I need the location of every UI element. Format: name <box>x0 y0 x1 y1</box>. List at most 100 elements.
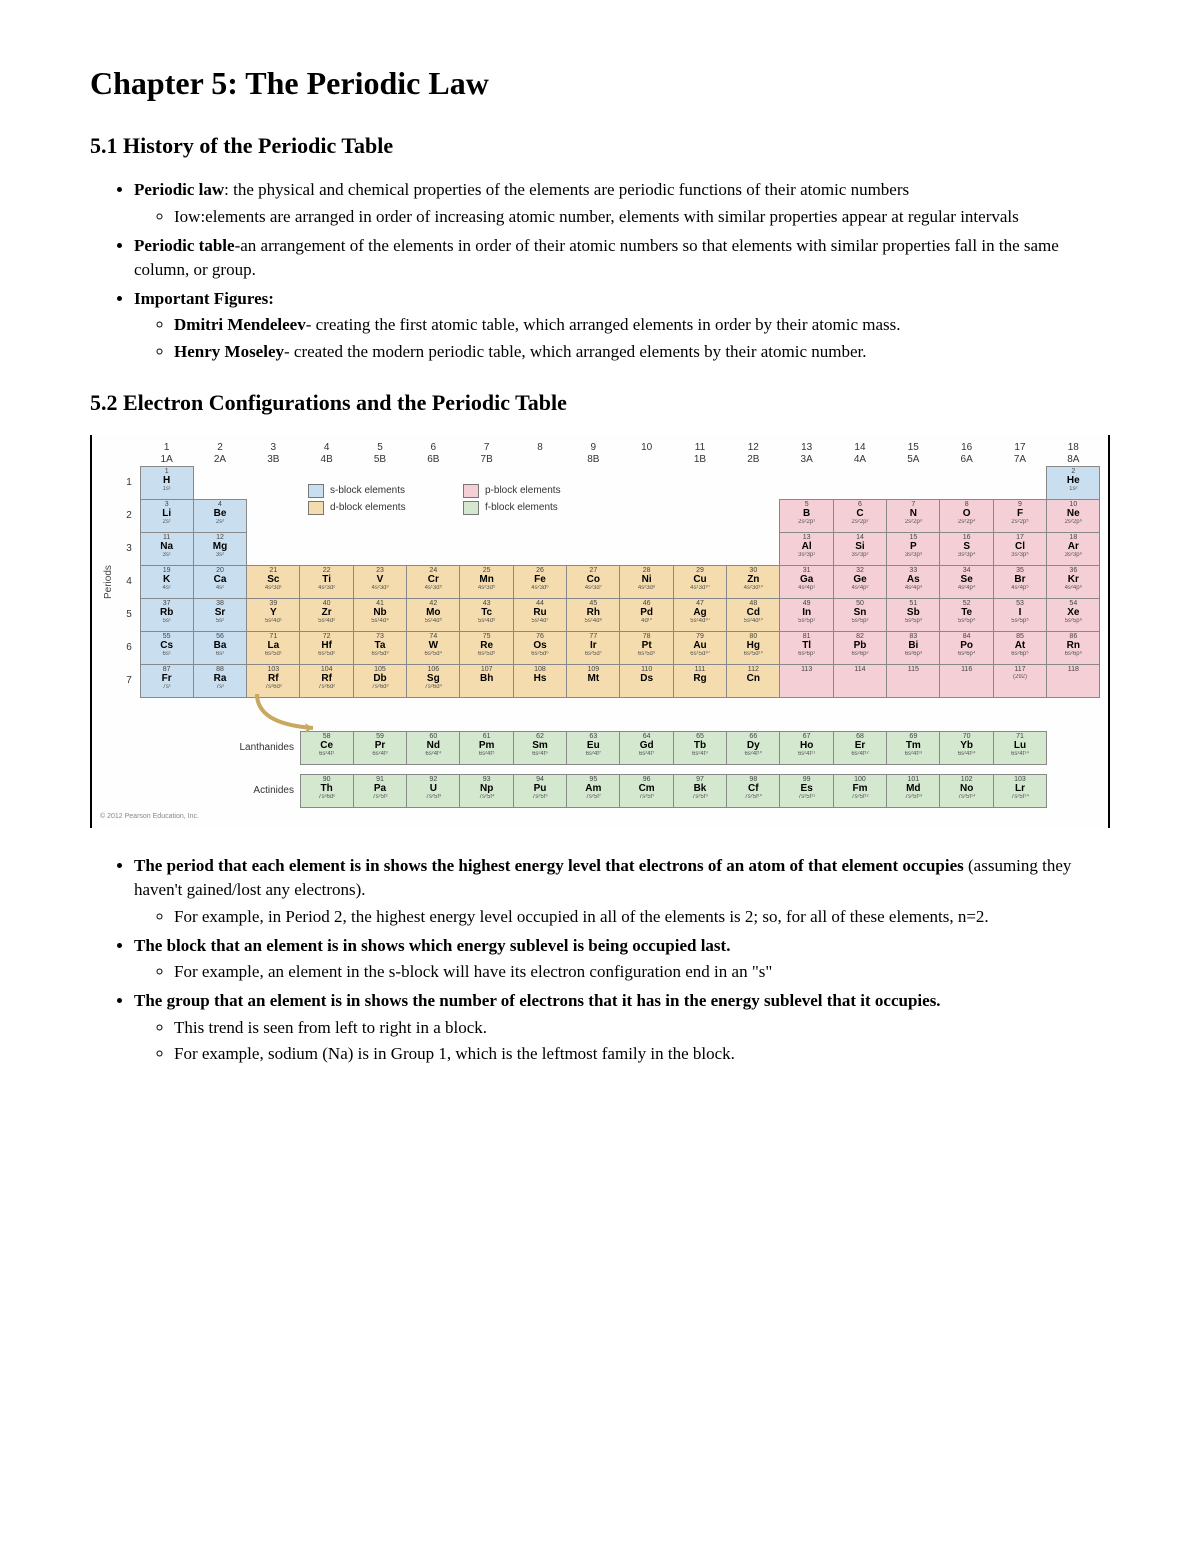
element-rn: 86Rn6s²6p⁶ <box>1046 631 1100 665</box>
element-db: 105Db7s²6d³ <box>353 664 407 698</box>
group-number-11: 11 <box>673 441 726 454</box>
element-po: 84Po6s²6p⁴ <box>939 631 993 665</box>
element-es: 99Es7s²5f¹¹ <box>779 774 833 808</box>
element-sc: 21Sc4s²3d¹ <box>246 565 300 599</box>
element-k: 19K4s¹ <box>140 565 194 599</box>
element-rh: 45Rh5s¹4d⁸ <box>566 598 620 632</box>
group-label-7: 7B <box>460 454 513 467</box>
element-fe: 26Fe4s²3d⁶ <box>513 565 567 599</box>
group-number-10: 10 <box>620 441 673 454</box>
group-number-5: 5 <box>353 441 406 454</box>
def-periodic-table: -an arrangement of the elements in order… <box>134 236 1059 280</box>
element-tb: 65Tb6s²4f⁹ <box>673 731 727 765</box>
element-am: 95Am7s²5f⁷ <box>566 774 620 808</box>
element-no: 102No7s²5f¹⁴ <box>939 774 993 808</box>
element-se: 34Se4s²4p⁴ <box>939 565 993 599</box>
group-number-1: 1 <box>140 441 193 454</box>
sub-group-example: For example, sodium (Na) is in Group 1, … <box>174 1042 1110 1067</box>
periods-axis-label: Periods <box>100 467 118 698</box>
element-ir: 77Ir6s²5d⁷ <box>566 631 620 665</box>
group-number-3: 3 <box>247 441 300 454</box>
element-pb: 82Pb6s²6p² <box>833 631 887 665</box>
legend: s-block elementsp-block elementsd-block … <box>300 467 620 533</box>
element-sm: 62Sm6s²4f⁶ <box>513 731 567 765</box>
figure-copyright: © 2012 Pearson Education, Inc. <box>100 812 1100 822</box>
element-: 116 <box>939 664 993 698</box>
element-p: 15P3s²3p³ <box>886 532 940 566</box>
group-number-12: 12 <box>727 441 780 454</box>
bullet-block-sublevel: The block that an element is in shows wh… <box>134 934 1110 985</box>
element-na: 11Na3s¹ <box>140 532 194 566</box>
element-cf: 98Cf7s²5f¹⁰ <box>726 774 780 808</box>
chapter-title: Chapter 5: The Periodic Law <box>90 60 1110 106</box>
lanthanides-label: Lanthanides <box>140 732 300 765</box>
element-he: 2He1s² <box>1046 466 1100 500</box>
period-number-2: 2 <box>118 500 140 533</box>
element-lr: 103Lr7s²5f¹⁴ <box>993 774 1047 808</box>
element-bk: 97Bk7s²5f⁹ <box>673 774 727 808</box>
sec52-list: The period that each element is in shows… <box>90 854 1110 1067</box>
element-la: 71La6s²5d¹ <box>246 631 300 665</box>
element-tc: 43Tc5s²4d⁵ <box>459 598 513 632</box>
element-ho: 67Ho6s²4f¹¹ <box>779 731 833 765</box>
bullet-period-energy: The period that each element is in shows… <box>134 854 1110 930</box>
element-rg: 111Rg <box>673 664 727 698</box>
element-v: 23V4s²3d³ <box>353 565 407 599</box>
term-important-figures: Important Figures: <box>134 289 274 308</box>
element-zn: 30Zn4s²3d¹⁰ <box>726 565 780 599</box>
def-mendeleev: - creating the first atomic table, which… <box>306 315 901 334</box>
element-yb: 70Yb6s²4f¹⁴ <box>939 731 993 765</box>
element-ag: 47Ag5s¹4d¹⁰ <box>673 598 727 632</box>
element-ge: 32Ge4s²4p² <box>833 565 887 599</box>
bullet-periodic-table: Periodic table-an arrangement of the ele… <box>134 234 1110 283</box>
group-label-4: 4B <box>300 454 353 467</box>
section-5-1-heading: 5.1 History of the Periodic Table <box>90 130 1110 162</box>
element-cs: 55Cs6s¹ <box>140 631 194 665</box>
sec51-list: Periodic law: the physical and chemical … <box>90 178 1110 364</box>
group-number-18: 18 <box>1047 441 1100 454</box>
element-pm: 61Pm6s²4f⁵ <box>459 731 513 765</box>
group-number-13: 13 <box>780 441 833 454</box>
element-mt: 109Mt <box>566 664 620 698</box>
element-cl: 17Cl3s²3p⁵ <box>993 532 1047 566</box>
group-label-1: 1A <box>140 454 193 467</box>
group-number-9: 9 <box>567 441 620 454</box>
element-nb: 41Nb5s¹4d⁴ <box>353 598 407 632</box>
group-number-8: 8 <box>513 441 566 454</box>
element-eu: 63Eu6s²4f⁷ <box>566 731 620 765</box>
sub-mendeleev: Dmitri Mendeleev- creating the first ato… <box>174 313 1110 338</box>
group-label-3: 3B <box>247 454 300 467</box>
element-al: 13Al3s²3p¹ <box>779 532 833 566</box>
lanthanide-arrow-icon <box>247 698 300 722</box>
element-mn: 25Mn4s²3d⁵ <box>459 565 513 599</box>
element-mg: 12Mg3s² <box>193 532 247 566</box>
sub-block-example: For example, an element in the s-block w… <box>174 960 1110 985</box>
period-number-5: 5 <box>118 599 140 632</box>
element-lu: 71Lu6s²4f¹⁴ <box>993 731 1047 765</box>
element-ne: 10Ne2s²2p⁶ <box>1046 499 1100 533</box>
element-dy: 66Dy6s²4f¹⁰ <box>726 731 780 765</box>
bullet-group-electrons: The group that an element is in shows th… <box>134 989 1110 1067</box>
element-re: 75Re6s²5d⁵ <box>459 631 513 665</box>
element-cm: 96Cm7s²5f⁷ <box>619 774 673 808</box>
element-os: 76Os6s²5d⁶ <box>513 631 567 665</box>
group-number-4: 4 <box>300 441 353 454</box>
element-cn: 112Cn <box>726 664 780 698</box>
period-number-7: 7 <box>118 665 140 698</box>
element-np: 93Np7s²5f⁴ <box>459 774 513 808</box>
element-fm: 100Fm7s²5f¹² <box>833 774 887 808</box>
element-h: 1H1s¹ <box>140 466 194 500</box>
element-pu: 94Pu7s²5f⁶ <box>513 774 567 808</box>
element-n: 7N2s²2p³ <box>886 499 940 533</box>
element-ti: 22Ti4s²3d² <box>299 565 353 599</box>
group-number-16: 16 <box>940 441 993 454</box>
element-pa: 91Pa7s²5f² <box>353 774 407 808</box>
sub-moseley: Henry Moseley- created the modern period… <box>174 340 1110 365</box>
element-ds: 110Ds <box>619 664 673 698</box>
element-u: 92U7s²5f³ <box>406 774 460 808</box>
element-: 113 <box>779 664 833 698</box>
actinides-label: Actinides <box>140 775 300 808</box>
element-cr: 24Cr4s¹3d⁵ <box>406 565 460 599</box>
group-number-6: 6 <box>407 441 460 454</box>
element-li: 3Li2s¹ <box>140 499 194 533</box>
